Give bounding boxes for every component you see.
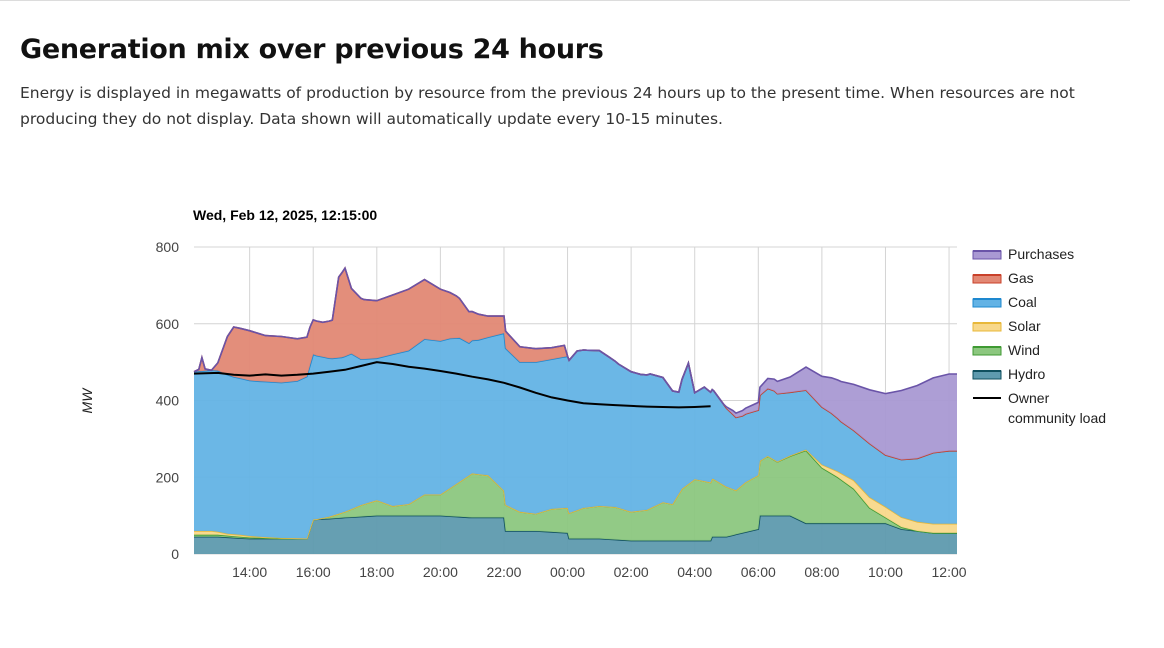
legend-swatch-solar (972, 322, 1002, 332)
x-tick-label: 08:00 (804, 564, 839, 580)
legend-label-gas: Gas (1008, 270, 1034, 286)
axes: 0 200 400 600 800 14:00 16:00 18:00 20:00 22:00 00… (79, 239, 967, 580)
coal-area (194, 333, 957, 539)
legend-label-owner: community load (1008, 410, 1106, 426)
gas-area (194, 268, 957, 460)
chart-title: Wed, Feb 12, 2025, 12:15:00 (193, 207, 377, 223)
x-tick-label: 12:00 (932, 564, 967, 580)
legend-label-hydro: Hydro (1008, 366, 1046, 382)
load-line (193, 361, 711, 409)
x-tick-label: 10:00 (868, 564, 903, 580)
x-tick-label: 20:00 (423, 564, 458, 580)
purchases-area (194, 268, 957, 460)
x-tick-label: 14:00 (232, 564, 267, 580)
y-tick-label: 0 (171, 546, 179, 562)
owner-community-load-line (193, 361, 711, 409)
x-tick-label: 18:00 (359, 564, 394, 580)
x-tick-label: 00:00 (550, 564, 585, 580)
legend-label-wind: Wind (1008, 342, 1040, 358)
x-tick-label: 02:00 (614, 564, 649, 580)
legend-label-solar: Solar (1008, 318, 1041, 334)
legend-swatch-hydro (972, 370, 1002, 380)
legend-label-coal: Coal (1008, 294, 1037, 310)
legend-label-owner: Owner (1008, 390, 1050, 406)
legend-swatch-wind (972, 346, 1002, 356)
y-axis-label: MW (79, 387, 95, 414)
top-divider (0, 0, 1130, 1)
stacked-areas (193, 266, 957, 554)
legend-label-purchases: Purchases (1008, 246, 1074, 262)
wind-area (194, 450, 957, 541)
chart-svg: Wed, Feb 12, 2025, 12:15:00 0 200 400 600 80… (79, 207, 1106, 580)
y-tick-label: 600 (156, 316, 180, 332)
generation-mix-chart: Wed, Feb 12, 2025, 12:15:00 0 200 400 600 80… (0, 190, 1164, 643)
x-tick-label: 22:00 (486, 564, 521, 580)
y-tick-label: 400 (156, 393, 180, 409)
legend-swatch-coal (972, 298, 1002, 308)
legend: Purchases Gas Coal Solar Wind Hydro Owner commu… (972, 246, 1106, 426)
legend-swatch-gas (972, 274, 1002, 284)
x-tick-label: 04:00 (677, 564, 712, 580)
purchases-series-line (193, 266, 957, 415)
page-description: Energy is displayed in megawatts of prod… (20, 84, 1075, 128)
x-tick-label: 06:00 (741, 564, 776, 580)
legend-swatch-purchases (972, 250, 1002, 260)
y-tick-label: 200 (156, 469, 180, 485)
hydro-area (194, 515, 957, 554)
x-tick-label: 16:00 (296, 564, 331, 580)
page-title: Generation mix over previous 24 hours (20, 34, 604, 65)
y-tick-label: 800 (156, 239, 180, 255)
